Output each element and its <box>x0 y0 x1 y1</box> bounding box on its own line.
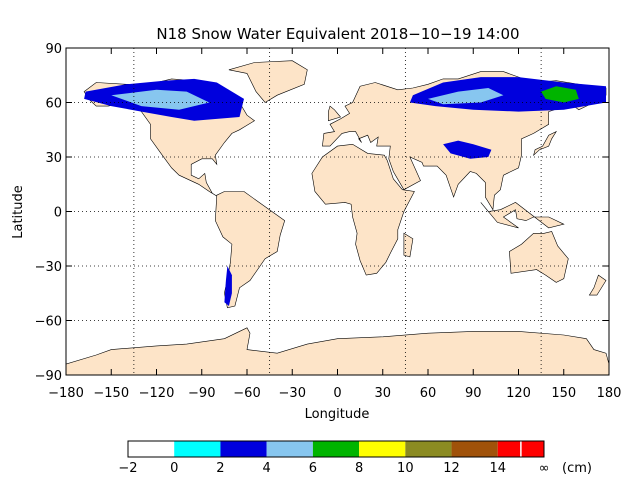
y-tick-label: 30 <box>45 151 62 166</box>
colorbar-bin <box>220 441 267 457</box>
x-tick-label: 0 <box>333 386 341 401</box>
y-tick-label: −60 <box>35 315 62 330</box>
snow-region-eurasia-light <box>428 88 504 105</box>
x-axis: −180 −150 −120 −90 −60 −30 0 30 60 90 120 150 180 <box>48 48 621 401</box>
y-tick-label: 0 <box>54 206 62 221</box>
snow-region-tibet <box>443 140 492 159</box>
colorbar-bin <box>312 441 360 457</box>
colorbar-bin <box>174 441 221 457</box>
colorbar-bin <box>405 441 452 457</box>
colorbar-tick-label: −2 <box>118 461 137 476</box>
colorbar-tick-label: ∞ <box>539 461 550 476</box>
colorbar-tick-label: 0 <box>170 461 178 476</box>
x-tick-label: 120 <box>506 386 531 401</box>
x-axis-label: Longitude <box>305 407 370 422</box>
land-africa <box>311 143 415 276</box>
land-antarctica <box>66 327 609 375</box>
y-axis-label: Latitude <box>11 185 26 239</box>
land-madagascar <box>403 232 414 258</box>
colorbar-bin <box>451 441 498 457</box>
colorbar-tick-label: 6 <box>309 461 317 476</box>
x-tick-label: 180 <box>597 386 622 401</box>
x-tick-label: −60 <box>233 386 260 401</box>
map-area <box>66 48 609 375</box>
colorbar-bin <box>266 441 313 457</box>
land-japan <box>533 130 558 157</box>
colorbar-bin <box>520 441 544 457</box>
snow-region-andes <box>224 266 232 306</box>
colorbar-tick-label: 8 <box>355 461 363 476</box>
land-greenland <box>228 60 308 103</box>
chart-title: N18 Snow Water Equivalent 2018−10−19 14:… <box>156 25 519 43</box>
x-tick-label: 90 <box>465 386 482 401</box>
x-tick-label: −120 <box>139 386 175 401</box>
colorbar-frame <box>127 440 545 458</box>
land-australia <box>509 231 569 283</box>
y-tick-label: −90 <box>35 369 62 384</box>
colorbar-bin <box>128 441 175 457</box>
x-tick-label: −150 <box>93 386 129 401</box>
colorbar-unit: (cm) <box>562 461 592 476</box>
x-tick-label: 30 <box>374 386 391 401</box>
x-tick-label: −30 <box>279 386 306 401</box>
colorbar: −2 0 2 4 6 8 10 12 14 ∞ <box>118 440 550 476</box>
y-tick-label: −30 <box>35 260 62 275</box>
y-axis: −90 −60 −30 0 30 60 90 <box>35 42 609 384</box>
x-tick-label: −90 <box>188 386 215 401</box>
y-tick-label: 90 <box>45 42 62 57</box>
colorbar-bin <box>497 441 521 457</box>
y-tick-label: 60 <box>45 97 62 112</box>
x-tick-label: −180 <box>48 386 84 401</box>
land-new-zealand <box>588 274 607 296</box>
snow-region-eurasia-deep <box>541 86 579 103</box>
colorbar-tick-label: 4 <box>263 461 271 476</box>
snow-region-north-america-light <box>111 89 210 110</box>
x-tick-label: 60 <box>420 386 437 401</box>
colorbar-tick-label: 2 <box>216 461 224 476</box>
colorbar-tick-label: 14 <box>490 461 507 476</box>
x-tick-label: 150 <box>551 386 576 401</box>
land-indonesia <box>480 202 565 229</box>
colorbar-tick-label: 10 <box>397 461 414 476</box>
land-uk <box>328 105 342 122</box>
colorbar-bin <box>359 441 406 457</box>
colorbar-tick-label: 12 <box>443 461 460 476</box>
snow-layer <box>84 77 606 306</box>
grid-layer <box>66 48 609 375</box>
land-south-america <box>214 191 286 309</box>
